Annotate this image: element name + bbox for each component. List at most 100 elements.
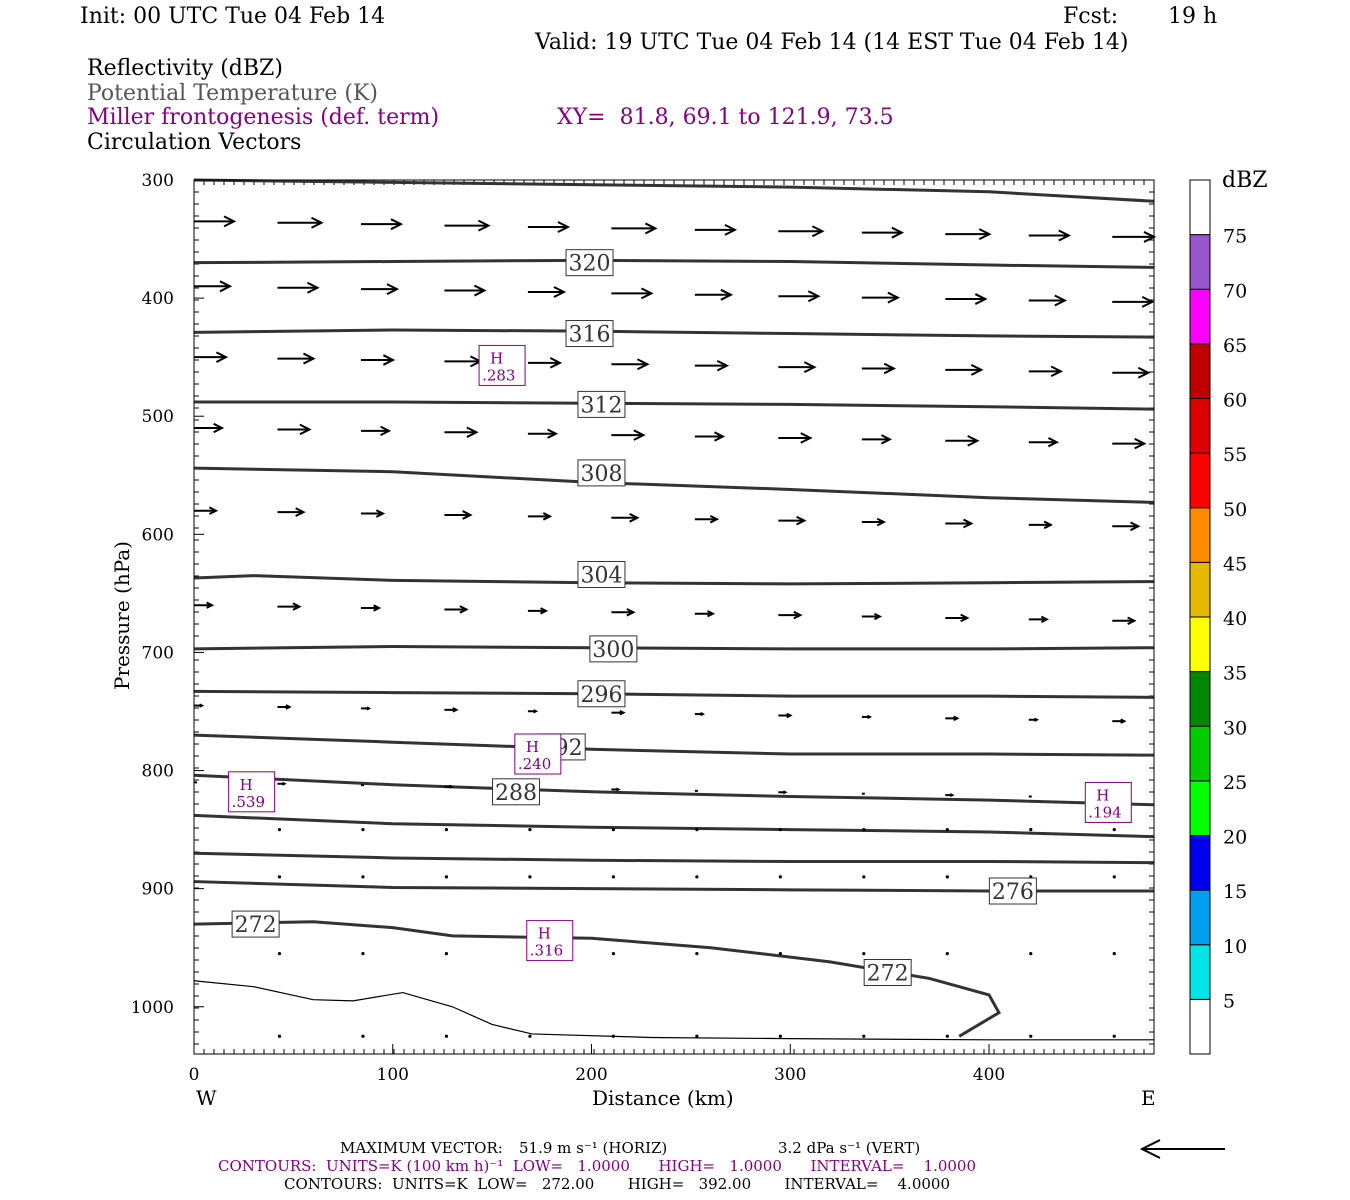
vector-dot [361,952,365,956]
contour-label-box [577,560,626,588]
vector-head [873,612,883,621]
colorbar-bin [1189,561,1211,618]
vector-dot [945,875,949,879]
vector-head [533,709,539,714]
colorbar-label: 25 [1223,772,1247,794]
high-marker-box [478,344,526,386]
vector-head [615,787,621,792]
vector-head [970,364,984,376]
vector-head [281,781,287,786]
axis-tick-labels: 0 100 200 300 400 300 400 500 600 700 800 900 1000 [131,171,1006,1085]
high-marker-value: .316 [530,942,563,960]
vector-dot [862,1034,866,1038]
theta-contour-line [193,851,1155,865]
vector-head [292,602,302,611]
contour-label-box [231,910,280,938]
max-vector-label: MAXIMUM VECTOR: [340,1139,503,1157]
forecast-hour: 19 h [1168,4,1218,29]
field-vectors: Circulation Vectors [87,130,302,155]
colorbar-bin [1189,398,1211,454]
vector-head [1040,615,1050,623]
theta-contour-line [193,689,1155,699]
vector-dot [778,952,782,956]
colorbar-label: 75 [1223,226,1247,248]
colorbar-bin [1189,343,1211,399]
vector-head [800,432,813,444]
y-tick-label: 700 [142,643,174,663]
contour-label: 276 [992,880,1034,905]
vector-head [382,354,396,366]
x-tick-label: 100 [377,1065,409,1085]
x-right-direction: E [1141,1086,1156,1110]
vector-head [782,790,788,795]
vector-dot [361,1034,365,1038]
contour-label: 300 [592,638,634,663]
vector-dot [528,1034,532,1038]
vector-head [807,290,821,303]
valid-time: Valid: 19 UTC Tue 04 Feb 14 (14 EST Tue … [535,30,1129,55]
vector-head [707,610,716,618]
vector-head [295,507,306,517]
theta-contour-line [193,178,1155,203]
colorbar-label: 45 [1223,553,1247,575]
vector-head [793,610,803,620]
max-vector-horiz: 51.9 m s⁻¹ (HORIZ) [519,1139,668,1157]
circulation-vectors [194,215,1157,1038]
colorbar-bin [1189,725,1211,782]
field-reflectivity: Reflectivity (dBZ) [87,56,283,81]
high-marker-box [514,733,562,775]
theta-contour-line [194,400,1155,411]
contour-label: 320 [569,252,611,277]
theta-contour-line [193,920,1001,1038]
vector-head [542,512,553,521]
theta-contour-line [193,733,1155,757]
high-marker-letter: H [240,776,253,794]
colorbar-bin [1189,835,1211,891]
colorbar-bin [1189,452,1211,509]
vector-head [311,216,324,229]
theta-contours [193,178,1155,1038]
vector-head [716,359,730,372]
vector-dot [1112,1034,1116,1038]
vector-head [967,435,980,447]
theta-contour-line [193,466,1155,504]
vector-head [375,509,386,518]
colorbar-bin [1189,889,1211,946]
high-marker-letter: H [490,349,503,367]
vector-dot [444,952,449,956]
y-tick-label: 300 [142,171,174,191]
colorbar-bin [1189,616,1211,673]
vector-head [1043,520,1054,530]
colorbar-frame [1189,179,1211,1055]
vector-head [299,423,312,436]
x-axis-title: Distance (km) [592,1086,734,1110]
contour-label-box [565,320,614,348]
vector-dot [277,875,282,879]
vector-dot [444,827,449,832]
vector-dot [1029,1034,1033,1038]
vector-dot [611,952,615,956]
vector-head [633,429,646,441]
vector-head [949,793,955,798]
colorbar-label: 70 [1223,280,1247,302]
colorbar-bin [1189,507,1211,563]
vector-dot [695,952,699,956]
contour-label: 312 [580,393,622,418]
colorbar-label: 40 [1223,608,1247,630]
colorbar-label: 50 [1223,499,1247,521]
contours-theta: CONTOURS: UNITS=K LOW= 272.00 HIGH= 392.… [284,1175,950,1193]
vector-head [1141,295,1155,308]
vector-head [953,715,960,722]
vector-head [1137,366,1151,379]
vector-head [386,283,400,296]
vector-head [883,362,897,375]
vector-head [626,608,636,617]
vector-head [700,711,706,717]
contours-frontogenesis: CONTOURS: UNITS=K (100 km h)⁻¹ LOW= 1.00… [218,1157,977,1175]
colorbar-label: 30 [1223,717,1247,739]
vector-dot [1029,952,1033,956]
vector-dot [1112,875,1116,879]
vector-head [974,293,988,305]
